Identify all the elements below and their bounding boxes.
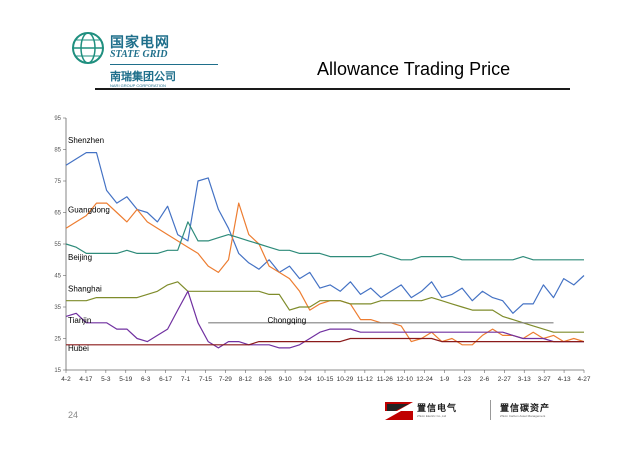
x-tick-label: 7-1	[181, 376, 191, 383]
x-tick-label: 4-13	[558, 376, 571, 383]
x-tick-label: 2-27	[498, 376, 511, 383]
y-tick-label: 55	[54, 242, 61, 248]
company1-name-en: Zhixin Electric Co.,Ltd	[417, 414, 447, 418]
footer-logos: 置信电气 Zhixin Electric Co.,Ltd 置信碳资产 Zhixi…	[385, 398, 580, 424]
y-tick-label: 85	[54, 148, 61, 154]
company2-name: 置信碳资产	[500, 404, 551, 414]
chart-series-labels: Shenzhen Guangdong Beijing Shanghai Tianjin H…	[68, 136, 306, 353]
x-tick-label: 7-15	[199, 376, 212, 383]
logo-en: STATE GRID	[110, 49, 168, 60]
y-tick-label: 25	[54, 337, 61, 343]
x-tick-label: 2-6	[480, 376, 490, 383]
series-label-hubei: Hubei	[68, 344, 89, 353]
x-tick-label: 9-10	[279, 376, 292, 383]
x-tick-label: 4-17	[79, 376, 92, 383]
x-tick-label: 9-24	[299, 376, 312, 383]
series-label-shanghai: Shanghai	[68, 284, 102, 293]
series-line-hubei	[66, 337, 584, 346]
x-tick-label: 6-3	[141, 376, 151, 383]
series-line-guangdong	[65, 202, 585, 346]
logo-divider	[110, 64, 218, 65]
logo-cn: 国家电网	[110, 35, 170, 51]
x-tick-label: 3-27	[538, 376, 551, 383]
logo-sub-cn: 南瑞集团公司	[110, 70, 176, 83]
x-tick-label: 5-19	[119, 376, 132, 383]
series-line-shanghai	[66, 281, 584, 333]
y-tick-label: 95	[54, 116, 61, 122]
x-tick-label: 10-29	[337, 376, 354, 383]
footer-divider	[490, 400, 491, 420]
series-line-tianjin	[65, 290, 584, 349]
series-label-chongqing: Chongqing	[268, 316, 307, 325]
company2-name-en: Zhixin Carbon Asset Management	[500, 414, 546, 418]
chart-lines	[65, 152, 585, 349]
x-tick-label: 3-13	[518, 376, 531, 383]
series-label-beijing: Beijing	[68, 253, 92, 262]
x-tick-label: 6-17	[159, 376, 172, 383]
page-number: 24	[68, 410, 79, 420]
x-tick-label: 5-3	[101, 376, 111, 383]
y-tick-label: 35	[54, 305, 61, 311]
y-tick-label: 45	[54, 274, 61, 280]
x-tick-label: 11-26	[377, 376, 394, 383]
y-tick-label: 65	[54, 211, 61, 217]
y-tick-label: 75	[54, 179, 61, 185]
x-tick-label: 11-12	[357, 376, 374, 383]
series-line-beijing	[65, 221, 584, 261]
x-tick-label: 12-24	[416, 376, 433, 383]
x-tick-label: 4-2	[61, 376, 71, 383]
series-label-tianjin: Tianjin	[68, 316, 91, 325]
company1-name: 置信电气	[417, 404, 458, 414]
slide-title: Allowance Trading Price	[317, 59, 511, 79]
x-tick-label: 1-23	[458, 376, 471, 383]
chart-axes: 15 25 35 45 55 65 75 85 95 4-2 4-17 5-3 5-19 6-3 6-17 7…	[54, 116, 591, 383]
x-tick-label: 7-29	[219, 376, 232, 383]
series-label-shenzhen: Shenzhen	[68, 136, 104, 145]
series-label-guangdong: Guangdong	[68, 206, 110, 215]
x-tick-label: 8-26	[259, 376, 272, 383]
y-tick-label: 15	[54, 368, 61, 374]
x-tick-label: 10-15	[317, 376, 334, 383]
logo-sub-en: NARI GROUP CORPORATION	[110, 83, 166, 88]
x-tick-label: 8-12	[239, 376, 252, 383]
x-tick-label: 12-10	[396, 376, 413, 383]
title-divider	[95, 88, 570, 90]
x-tick-label: 4-27	[577, 376, 590, 383]
zhixin-logo-icon	[385, 402, 413, 420]
globe-icon	[72, 32, 104, 64]
state-grid-logo: 国家电网 STATE GRID 南瑞集团公司 NARI GROUP CORPOR…	[70, 30, 220, 90]
x-tick-label: 1-9	[440, 376, 450, 383]
series-line-shenzhen	[65, 152, 585, 314]
